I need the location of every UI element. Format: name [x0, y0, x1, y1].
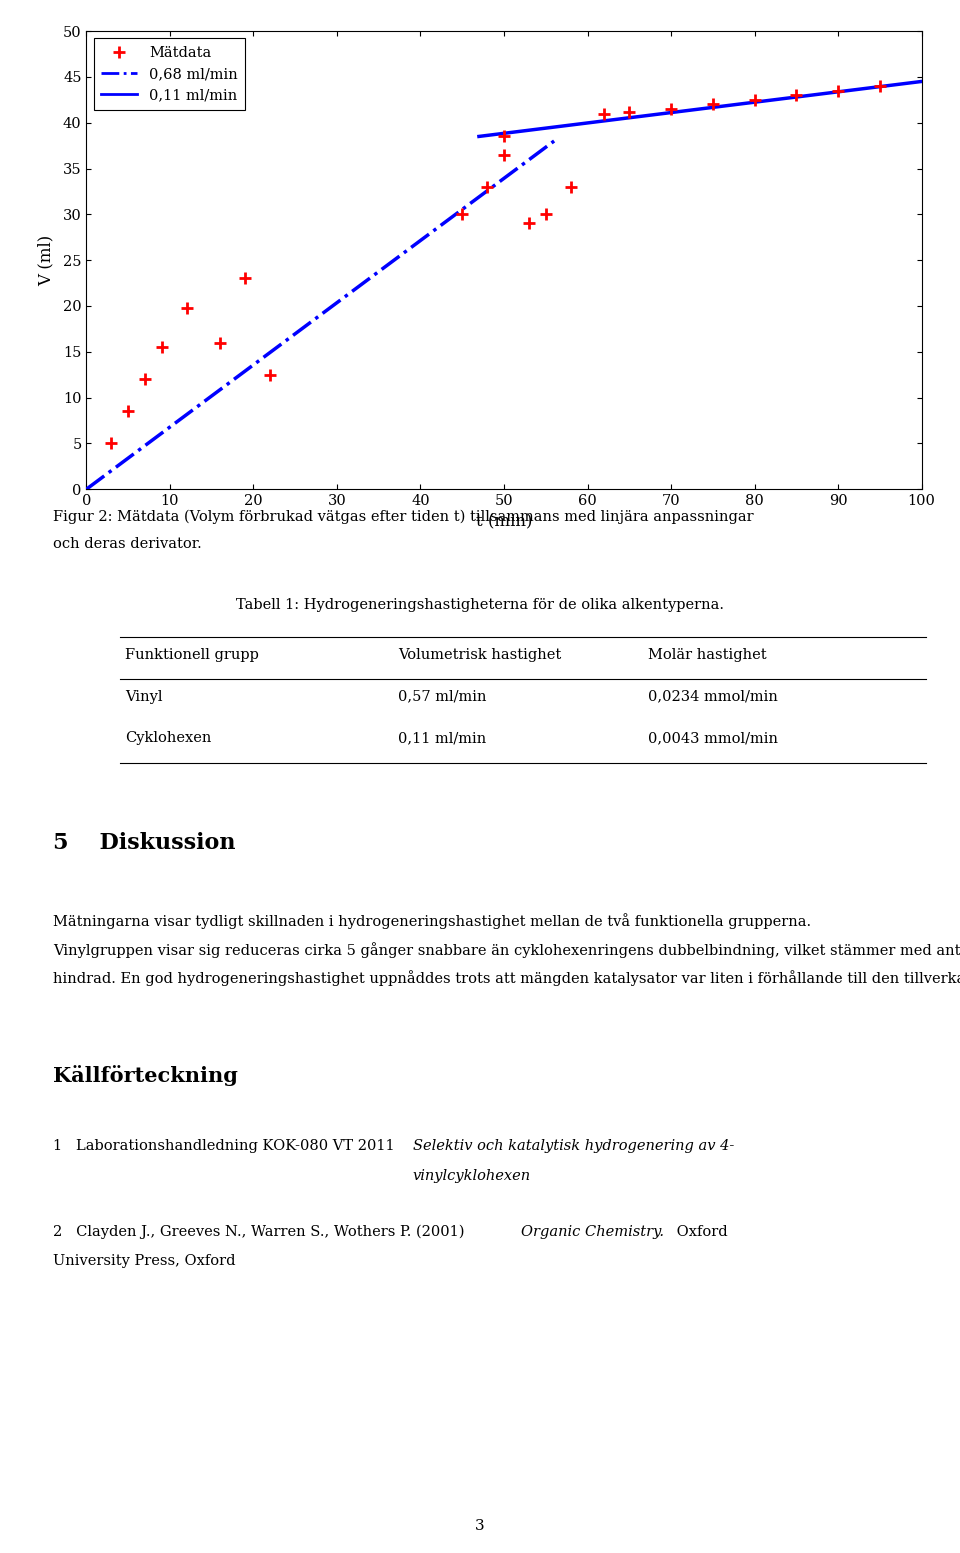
Y-axis label: V (ml): V (ml) [37, 235, 55, 286]
Text: 5    Diskussion: 5 Diskussion [53, 832, 235, 854]
Text: Molär hastighet: Molär hastighet [648, 648, 767, 662]
Text: 2   Clayden J., Greeves N., Warren S., Wothers P. (2001): 2 Clayden J., Greeves N., Warren S., Wot… [53, 1224, 468, 1239]
Text: Vinyl: Vinyl [125, 690, 162, 704]
X-axis label: t (min): t (min) [476, 514, 532, 531]
Text: Vinylgruppen visar sig reduceras cirka 5 gånger snabbare än cyklohexenringens du: Vinylgruppen visar sig reduceras cirka 5… [53, 941, 960, 958]
Text: Selektiv och katalytisk hydrogenering av 4-: Selektiv och katalytisk hydrogenering av… [413, 1138, 734, 1154]
Text: 0,57 ml/min: 0,57 ml/min [398, 690, 487, 704]
Text: Volumetrisk hastighet: Volumetrisk hastighet [398, 648, 562, 662]
Text: Tabell 1: Hydrogeneringshastigheterna för de olika alkentyperna.: Tabell 1: Hydrogeneringshastigheterna fö… [236, 598, 724, 612]
Text: Organic Chemistry.: Organic Chemistry. [521, 1224, 664, 1239]
Text: Figur 2: Mätdata (Volym förbrukad vätgas efter tiden t) tillsammans med linjära : Figur 2: Mätdata (Volym förbrukad vätgas… [53, 509, 754, 523]
Text: University Press, Oxford: University Press, Oxford [53, 1253, 235, 1269]
Text: och deras derivator.: och deras derivator. [53, 536, 202, 551]
Text: 0,11 ml/min: 0,11 ml/min [398, 731, 487, 745]
Text: Mätningarna visar tydligt skillnaden i hydrogeneringshastighet mellan de två fun: Mätningarna visar tydligt skillnaden i h… [53, 913, 811, 929]
Text: hindrad. En god hydrogeneringshastighet uppnåddes trots att mängden katalysator : hindrad. En god hydrogeneringshastighet … [53, 971, 960, 986]
Text: 0,0234 mmol/min: 0,0234 mmol/min [648, 690, 778, 704]
Text: Källförteckning: Källförteckning [53, 1065, 238, 1086]
Text: Funktionell grupp: Funktionell grupp [125, 648, 258, 662]
Text: Cyklohexen: Cyklohexen [125, 731, 211, 745]
Text: Oxford: Oxford [672, 1224, 728, 1239]
Text: vinylcyklohexen: vinylcyklohexen [413, 1168, 531, 1183]
Text: 1   Laborationshandledning KOK-080 VT 2011: 1 Laborationshandledning KOK-080 VT 2011 [53, 1138, 399, 1154]
Text: 3: 3 [475, 1519, 485, 1533]
Legend: Mätdata, 0,68 ml/min, 0,11 ml/min: Mätdata, 0,68 ml/min, 0,11 ml/min [94, 39, 245, 110]
Text: 0,0043 mmol/min: 0,0043 mmol/min [648, 731, 778, 745]
